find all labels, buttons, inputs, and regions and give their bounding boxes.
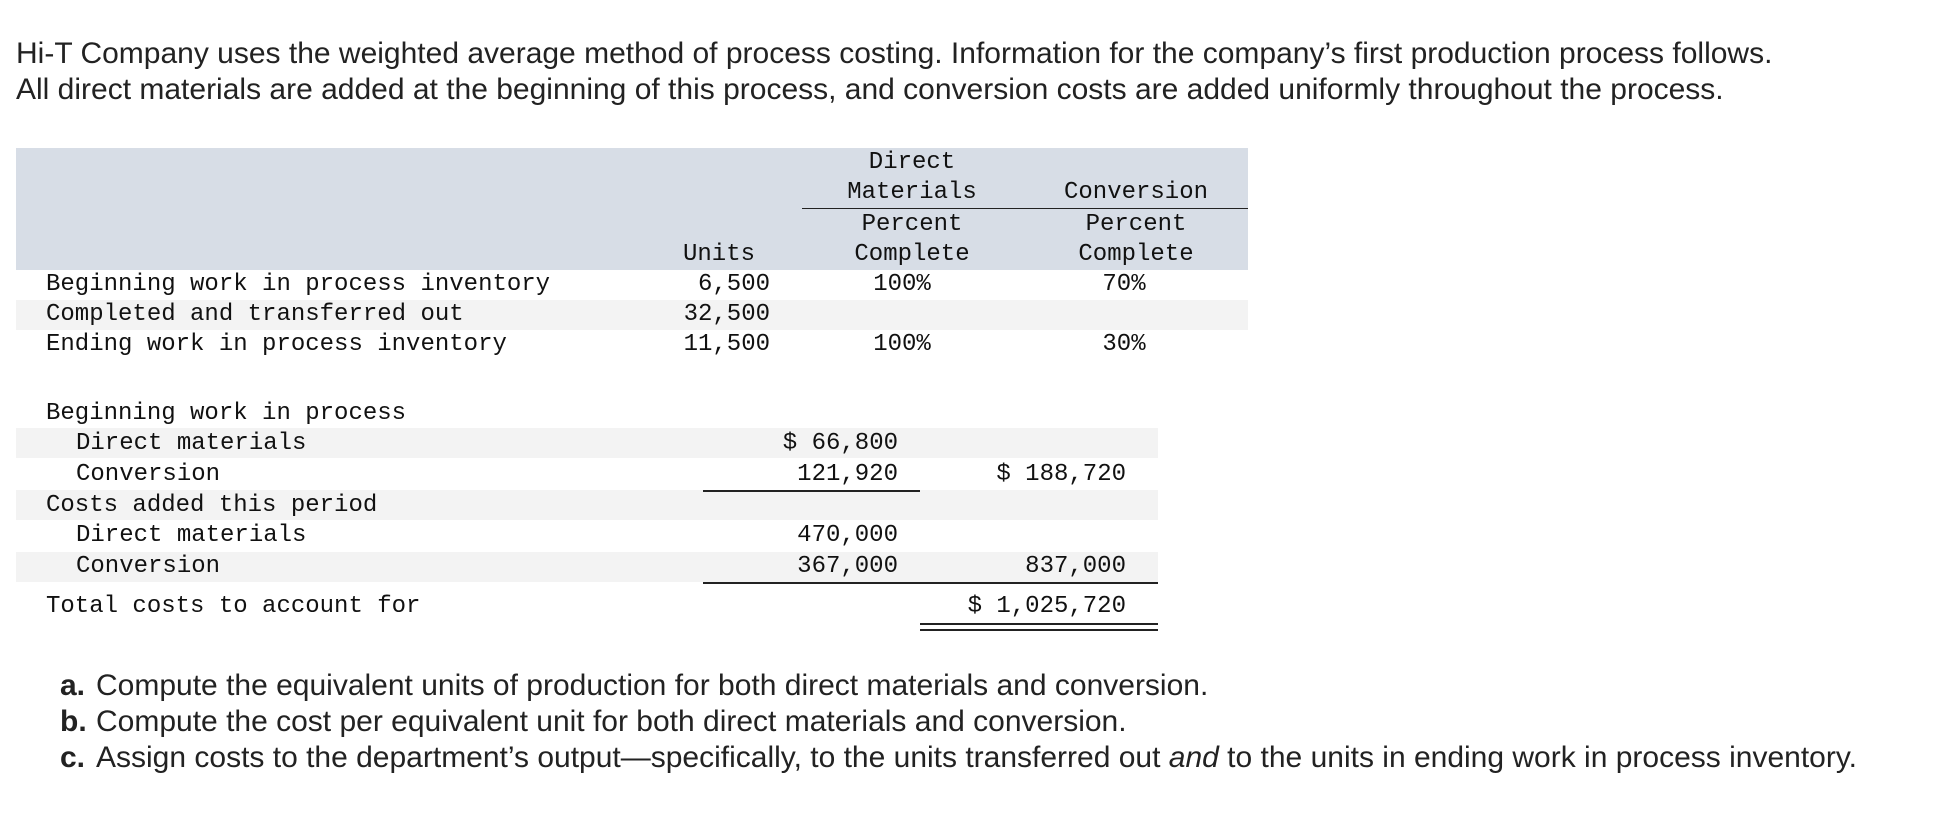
cost-row-total: $ 1,025,720	[967, 593, 1126, 620]
header-dm-percent: Percent	[861, 211, 963, 238]
question-letter: b.	[60, 705, 87, 738]
header-conv-percent: Percent	[1085, 211, 1187, 238]
cost-row-amount: $ 66,800	[782, 430, 898, 457]
cost-row-total: $ 188,720	[996, 461, 1126, 488]
costs-subtotal-rule	[703, 582, 1158, 584]
units-row-units: 32,500	[683, 301, 770, 328]
question-c: c. Assign costs to the department’s outp…	[60, 740, 1920, 776]
units-row-conv-pct: 70%	[1102, 271, 1146, 298]
intro-line-1: Hi-T Company uses the weighted average m…	[16, 37, 1773, 70]
costs-table-row-band	[16, 490, 1158, 520]
cost-row-amount: 367,000	[797, 553, 898, 580]
header-conversion: Conversion	[1063, 179, 1209, 206]
units-row-units: 11,500	[683, 331, 770, 358]
intro-line-2: All direct materials are added at the be…	[16, 73, 1724, 106]
units-row-units: 6,500	[697, 271, 770, 298]
question-a: a. Compute the equivalent units of produ…	[60, 668, 1920, 704]
units-row-label: Completed and transferred out	[46, 301, 464, 328]
cost-row-label: Conversion	[76, 461, 221, 488]
cost-row-amount: 121,920	[797, 461, 898, 488]
cost-row-total: 837,000	[1025, 553, 1126, 580]
question-letter: c.	[60, 741, 86, 774]
units-row-label: Beginning work in process inventory	[46, 271, 551, 298]
cost-row-label: Conversion	[76, 553, 221, 580]
intro-paragraph: Hi-T Company uses the weighted average m…	[16, 36, 1916, 108]
question-text: Assign costs to the department’s output—…	[96, 741, 1857, 774]
amount-subtotal-rule	[703, 490, 920, 492]
grand-total-double-rule	[920, 623, 1158, 631]
header-conv-complete: Complete	[1078, 241, 1194, 268]
units-table-row-band	[16, 300, 1248, 330]
header-materials: Materials	[847, 179, 977, 206]
question-text: Compute the equivalent units of producti…	[96, 669, 1209, 702]
costs-table-row-band	[16, 428, 1158, 458]
cost-row-label: Costs added this period	[46, 492, 378, 519]
question-emphasis: and	[1168, 741, 1219, 774]
cost-row-label: Total costs to account for	[46, 593, 421, 620]
header-group-rule	[802, 208, 1248, 209]
units-row-dm-pct: 100%	[873, 331, 931, 358]
question-text: Compute the cost per equivalent unit for…	[96, 705, 1127, 738]
header-direct: Direct	[868, 149, 956, 176]
costs-table-row-band	[16, 552, 1158, 582]
units-row-label: Ending work in process inventory	[46, 331, 507, 358]
cost-row-amount: 470,000	[797, 522, 898, 549]
header-units: Units	[682, 241, 756, 268]
question-letter: a.	[60, 669, 86, 702]
cost-row-label: Beginning work in process	[46, 400, 407, 427]
question-list: a. Compute the equivalent units of produ…	[60, 668, 1920, 776]
cost-row-label: Direct materials	[76, 522, 307, 549]
question-text-part: Assign costs to the department’s output—…	[96, 741, 1169, 774]
units-table-header-bg	[16, 148, 1248, 270]
question-text-part: to the units in ending work in process i…	[1218, 741, 1857, 774]
units-row-dm-pct: 100%	[873, 271, 931, 298]
units-row-conv-pct: 30%	[1102, 331, 1146, 358]
question-b: b. Compute the cost per equivalent unit …	[60, 704, 1920, 740]
header-dm-complete: Complete	[854, 241, 970, 268]
cost-row-label: Direct materials	[76, 430, 307, 457]
